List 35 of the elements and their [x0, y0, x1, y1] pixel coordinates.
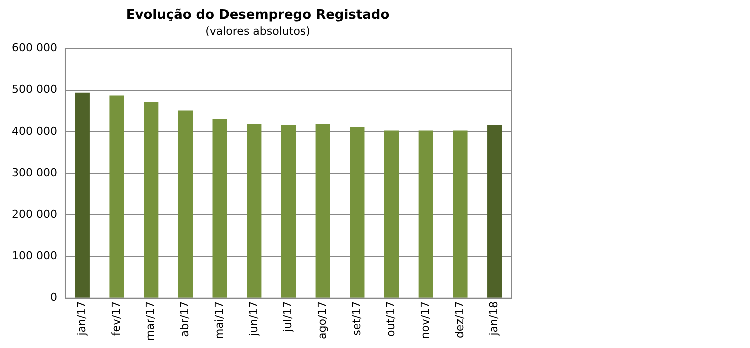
- bar: [75, 92, 90, 298]
- x-tick-label: mai/17: [212, 301, 226, 340]
- y-tick-label: 100 000: [12, 250, 58, 263]
- x-tick-label: nov/17: [418, 301, 432, 340]
- y-tick-label: 500 000: [12, 83, 58, 96]
- bar: [316, 124, 330, 298]
- y-tick-label: 600 000: [12, 42, 58, 55]
- x-tick-label: set/17: [350, 301, 364, 336]
- y-tick-label: 200 000: [12, 208, 58, 222]
- x-tick-label: dez/17: [453, 301, 466, 339]
- bar: [212, 119, 228, 298]
- bar: [110, 96, 124, 298]
- y-tick-label: 400 000: [12, 124, 58, 138]
- x-tick-label: jun/17: [247, 301, 260, 338]
- x-tick-label: fev/17: [110, 301, 123, 336]
- bar: [144, 102, 159, 298]
- x-tick-label: mar/17: [144, 301, 158, 342]
- bar: [281, 125, 296, 298]
- x-tick-label: jan/18: [488, 301, 501, 337]
- bar: [247, 124, 262, 298]
- chart-subtitle: (valores absolutos): [206, 25, 310, 38]
- bar: [418, 130, 434, 298]
- bar: [384, 130, 400, 298]
- x-tick-label: abr/17: [178, 301, 192, 338]
- y-tick-label: 0: [50, 291, 58, 304]
- chart-title: Evolução do Desemprego Registado: [126, 8, 390, 24]
- y-tick-label: 300 000: [12, 166, 58, 180]
- x-tick-label: jan/17: [76, 301, 89, 337]
- bar: [488, 125, 502, 298]
- bar: [178, 110, 193, 298]
- bar: [453, 130, 468, 298]
- x-tick-label: ago/17: [316, 301, 329, 340]
- x-tick-label: jul/17: [282, 301, 295, 334]
- x-tick-label: out/17: [384, 301, 398, 338]
- bar: [350, 127, 365, 298]
